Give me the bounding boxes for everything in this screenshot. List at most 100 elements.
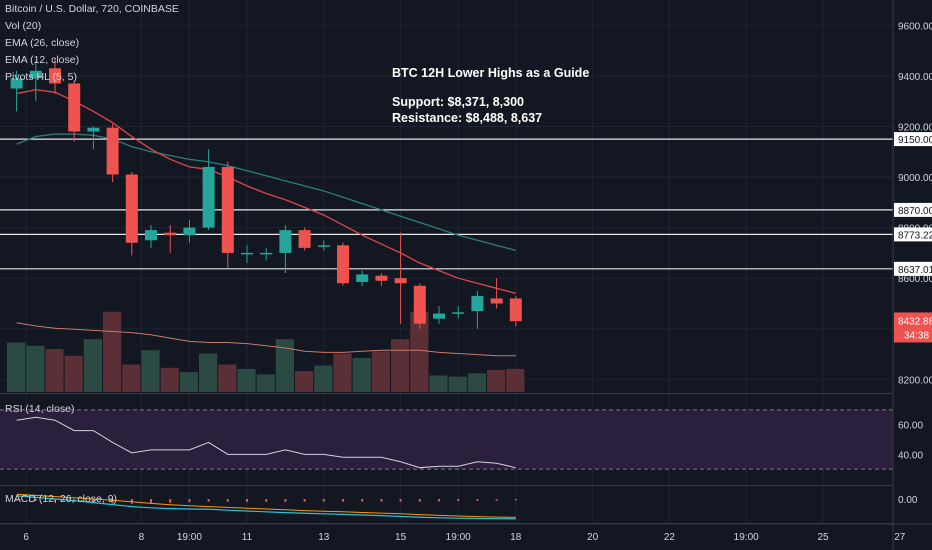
annotation-title: BTC 12H Lower Highs as a Guide bbox=[392, 66, 590, 80]
rsi-tick-label: 40.00 bbox=[898, 450, 923, 461]
macd-histogram-bar bbox=[34, 499, 37, 501]
level-price-tag bbox=[894, 261, 932, 276]
volume-bar bbox=[467, 373, 486, 392]
macd-histogram-bar bbox=[476, 499, 479, 501]
time-tick-label: 19:00 bbox=[177, 532, 202, 543]
macd-histogram-bar bbox=[495, 499, 498, 501]
candle-body bbox=[106, 127, 119, 175]
legend-pivots[interactable]: Pivots HL (5, 5) bbox=[5, 71, 77, 83]
time-tick-label: 19:00 bbox=[734, 532, 759, 543]
macd-tick-label: 0.00 bbox=[898, 495, 918, 506]
candle-body bbox=[29, 70, 42, 79]
candle-body bbox=[490, 298, 503, 304]
candle-body bbox=[164, 232, 177, 236]
level-price-tag bbox=[894, 227, 932, 242]
time-tick-label: 18 bbox=[510, 532, 522, 543]
volume-bar bbox=[371, 351, 390, 392]
candle-body bbox=[260, 252, 273, 255]
level-price-label: 9150.00 bbox=[898, 135, 932, 146]
time-tick-label: 6 bbox=[23, 532, 29, 543]
candle-body bbox=[375, 275, 388, 281]
volume-bar bbox=[218, 364, 237, 392]
candle-body bbox=[279, 230, 292, 253]
time-tick-label: 27 bbox=[894, 532, 906, 543]
volume-bar bbox=[237, 368, 256, 392]
candle-body bbox=[413, 285, 426, 324]
price-tick-label: 9400.00 bbox=[898, 72, 932, 83]
volume-bar bbox=[26, 345, 45, 392]
macd-histogram-bar bbox=[226, 499, 229, 502]
macd-pane bbox=[15, 493, 517, 520]
candle-body bbox=[68, 83, 81, 132]
candle-body bbox=[509, 298, 522, 322]
rsi-tick-label: 60.00 bbox=[898, 421, 923, 432]
macd-histogram-bar bbox=[54, 499, 56, 502]
macd-line bbox=[16, 495, 516, 520]
candle-body bbox=[356, 274, 369, 282]
candle-body bbox=[241, 252, 253, 255]
ema-lines bbox=[16, 89, 516, 294]
volume-bar bbox=[103, 311, 122, 392]
price-tick-label: 9200.00 bbox=[898, 122, 932, 133]
candle-body bbox=[452, 312, 465, 314]
countdown-label: 34:38 bbox=[904, 330, 929, 341]
price-tick-label: 8600.00 bbox=[898, 274, 932, 285]
macd-histogram-bar bbox=[380, 499, 383, 502]
candle-body bbox=[202, 166, 215, 228]
candle-body bbox=[49, 68, 61, 84]
volume-bar bbox=[506, 368, 525, 392]
macd-histogram-bar bbox=[457, 499, 460, 502]
volume-bar bbox=[448, 376, 467, 392]
legend-rsi[interactable]: RSI (14, close) bbox=[5, 403, 75, 415]
legend-macd[interactable]: MACD (12, 26, close, 9) bbox=[5, 493, 118, 505]
candle-body bbox=[394, 278, 407, 284]
volume-bar bbox=[391, 339, 410, 392]
candle-body bbox=[433, 313, 445, 319]
macd-histogram-bar bbox=[322, 499, 325, 502]
candle-body bbox=[298, 230, 311, 248]
legend-ema26[interactable]: EMA (26, close) bbox=[5, 37, 80, 49]
volume-bar bbox=[314, 365, 333, 392]
macd-histogram-bar bbox=[188, 499, 191, 503]
macd-histogram-bar bbox=[92, 499, 95, 503]
legend-symbol[interactable]: Bitcoin / U.S. Dollar, 720, COINBASE bbox=[5, 3, 179, 15]
time-tick-label: 25 bbox=[817, 532, 829, 543]
volume-bar bbox=[487, 370, 506, 392]
volume-bar bbox=[122, 364, 141, 392]
volume-bar bbox=[295, 371, 314, 392]
time-tick-label: 19:00 bbox=[446, 532, 471, 543]
volume-bars bbox=[7, 311, 525, 392]
volume-bar bbox=[352, 357, 371, 392]
rsi-pane bbox=[0, 409, 893, 470]
macd-histogram-bar bbox=[265, 499, 268, 502]
annotation-support: Support: $8,371, 8,300 bbox=[392, 95, 525, 109]
candle-body bbox=[145, 230, 157, 241]
volume-bar bbox=[410, 311, 429, 392]
price-tick-label: 9600.00 bbox=[898, 21, 932, 32]
legend-vol[interactable]: Vol (20) bbox=[5, 20, 42, 32]
legend-ema12[interactable]: EMA (12, close) bbox=[5, 54, 80, 66]
macd-histogram-bar bbox=[303, 499, 306, 502]
ema26-line bbox=[16, 133, 516, 252]
time-tick-label: 8 bbox=[139, 532, 145, 543]
macd-histogram-bar bbox=[399, 499, 402, 502]
time-tick-label: 20 bbox=[587, 532, 599, 543]
volume-bar bbox=[45, 349, 64, 392]
time-tick-label: 13 bbox=[318, 532, 330, 543]
volume-bar bbox=[160, 367, 179, 392]
macd-histogram-bar bbox=[246, 499, 248, 502]
volume-bar bbox=[83, 339, 102, 392]
volume-bar bbox=[333, 353, 352, 392]
macd-histogram-bar bbox=[15, 499, 18, 501]
candle-body bbox=[10, 78, 23, 89]
level-price-label: 8773.22 bbox=[898, 230, 932, 241]
candle-body bbox=[221, 166, 234, 253]
macd-histogram-bar bbox=[342, 499, 344, 502]
volume-bar bbox=[199, 353, 218, 392]
ema12-line bbox=[16, 89, 516, 294]
rsi-band bbox=[0, 409, 893, 470]
last-price-tag bbox=[894, 312, 932, 343]
price-tick-label: 8200.00 bbox=[898, 375, 932, 386]
